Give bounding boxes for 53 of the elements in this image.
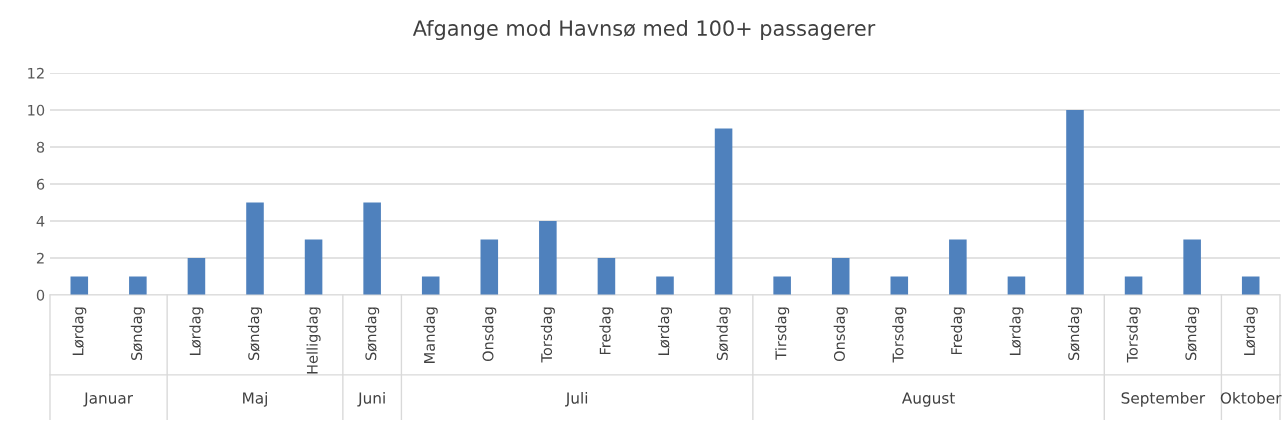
x-tick-label: Søndag: [716, 307, 731, 361]
bar: [539, 221, 557, 295]
y-tick-label: 12: [28, 67, 44, 79]
bar: [363, 202, 381, 295]
x-tick-label: Fredag: [950, 307, 965, 355]
x-tick-label: Tirsdag: [775, 307, 790, 360]
chart-title: Afgange mod Havnsø med 100+ passagerer: [412, 19, 876, 41]
x-tick-label: Torsdag: [892, 307, 907, 363]
bar: [480, 239, 499, 295]
bar: [304, 239, 323, 295]
x-tick-label: Lørdag: [189, 307, 204, 355]
x-tick-label: Helligdag: [306, 307, 321, 374]
text: September: [1121, 391, 1206, 407]
x-tick-label: Onsdag: [833, 307, 848, 362]
text: Januar: [83, 392, 134, 407]
bar: [1183, 239, 1201, 295]
bar: [246, 202, 264, 295]
bar: [129, 276, 147, 295]
y-tick-label: 10: [28, 104, 45, 116]
bar: [1241, 276, 1260, 295]
x-tick-label: Torsdag: [1126, 307, 1141, 363]
x-tick-label: Søndag: [130, 307, 145, 361]
x-tick-label: Lørdag: [657, 307, 673, 355]
text: Oktober: [1220, 391, 1282, 404]
x-tick-label: Lørdag: [1243, 307, 1258, 355]
text: Maj: [243, 391, 267, 407]
x-tick-label: Søndag: [365, 307, 380, 361]
y-tick-label: 2: [36, 252, 44, 264]
bar: [949, 239, 967, 295]
y-tick-label: 8: [36, 141, 45, 153]
x-tick-label: Torsdag: [540, 307, 555, 363]
bar: [714, 128, 733, 295]
x-tick-label: Fredag: [599, 307, 614, 355]
x-tick-label: Lørdag: [72, 307, 87, 355]
y-tick-label: 6: [36, 178, 45, 190]
text: August: [901, 392, 955, 407]
y-tick-label: 0: [36, 289, 45, 301]
y-tick-label: 4: [36, 215, 45, 227]
x-tick-label: Søndag: [247, 307, 263, 361]
x-tick-label: Lørdag: [1009, 307, 1024, 355]
x-tick-label: Søndag: [1185, 307, 1200, 361]
x-tick-label: Mandag: [423, 307, 438, 363]
bar: [831, 258, 850, 295]
bar: [597, 258, 616, 295]
text: Juni: [357, 391, 385, 407]
bar: [187, 258, 206, 295]
bar: [656, 276, 674, 295]
bar: [1066, 110, 1084, 295]
text: Juli: [565, 391, 588, 407]
bar: [421, 276, 440, 295]
x-tick-label: Søndag: [1067, 307, 1083, 361]
x-tick-label: Onsdag: [482, 307, 497, 362]
bar: [773, 276, 791, 295]
